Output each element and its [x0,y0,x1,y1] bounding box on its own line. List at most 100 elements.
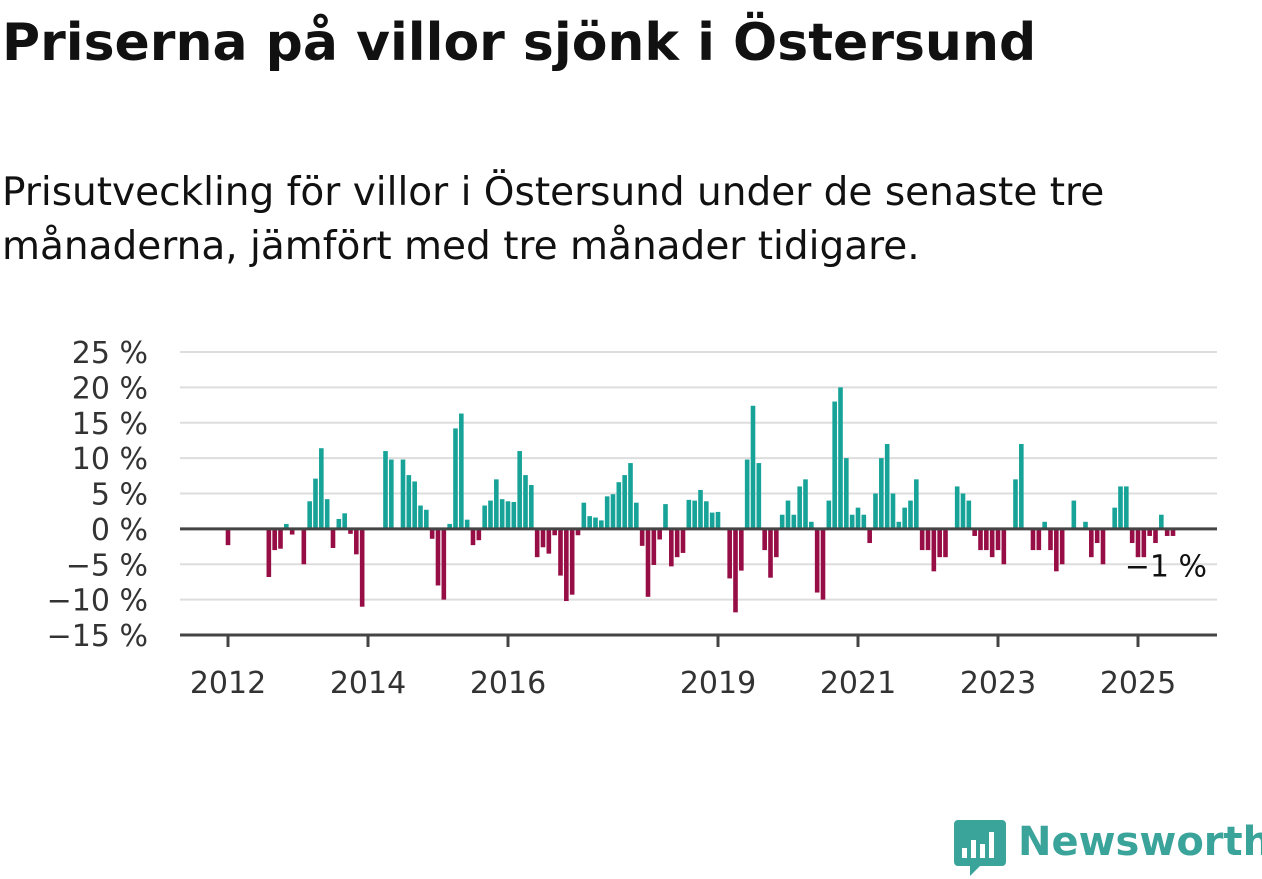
bar [709,512,715,529]
bar [814,528,820,593]
newsworthy-logo-icon [954,820,1006,876]
bar [943,528,948,558]
bar [511,501,517,529]
bar [441,528,447,600]
bar [616,482,622,529]
bar [1153,528,1158,544]
y-tick-label: 5 % [91,478,148,513]
bar [459,413,464,529]
bar [1071,500,1077,529]
bar [663,504,668,529]
bar [301,528,307,565]
bar [628,463,633,529]
y-tick-label: 10 % [72,442,148,477]
bar [599,520,604,529]
bar [1147,528,1152,536]
bar [704,501,709,529]
bar [534,528,540,558]
bar [604,496,610,529]
bar [680,528,686,553]
bar [995,528,1001,551]
bar [272,528,277,551]
bar [686,499,692,529]
bar [470,528,476,546]
bar [989,528,995,558]
bar [429,528,435,539]
bar [820,528,826,600]
bar [1048,528,1053,551]
bar [925,528,931,551]
bar [639,528,645,546]
bar [1001,528,1007,565]
bar [1124,486,1129,529]
chart-subtitle: Prisutveckling för villor i Östersund un… [2,170,1105,269]
bar [313,478,318,529]
bar [651,528,657,565]
bars [225,387,1176,613]
bar [540,528,546,548]
bar [984,528,989,551]
bar [1083,521,1088,529]
bar [581,502,587,529]
chart-title: Priserna på villor sjönk i Östersund [2,13,1037,73]
y-tick-label: 25 % [72,336,148,371]
bar [1036,528,1042,551]
bar [1059,528,1065,565]
bar [1135,528,1141,558]
bar [424,509,429,529]
bar [1164,528,1170,536]
bar [669,528,674,567]
bar [855,507,861,529]
bar [744,459,750,529]
bar [289,528,295,535]
bar [354,528,359,555]
bar [937,528,942,558]
bar-chart: 25 %20 %15 %10 %5 %0 %−5 %−10 %−15 % 201… [47,336,1217,701]
bar [348,528,353,534]
bar [774,528,779,558]
bar [587,516,592,529]
bar [634,502,639,529]
bar [779,514,785,529]
bar [225,528,231,546]
bar [739,528,744,571]
x-tick-label: 2025 [1100,666,1176,701]
bar [319,448,324,529]
bar [1094,528,1100,544]
brand-name: Newsworthy [1018,819,1262,865]
bar [569,528,575,595]
x-tick-label: 2019 [680,666,756,701]
bar [523,475,528,529]
bar [919,528,925,551]
bar [1159,514,1164,529]
last-value-label: −1 % [1125,549,1207,584]
bar [797,486,802,529]
bar [972,528,977,536]
bar [657,528,662,540]
bar [762,528,767,551]
bar [488,500,493,529]
y-tick-label: −15 % [47,619,148,654]
bar [826,500,832,529]
bar [803,479,808,529]
bar [809,521,814,529]
bar [494,479,499,529]
bar [768,528,773,578]
bar [517,451,522,529]
bar [610,494,616,529]
bar [383,451,388,529]
y-axis-ticks: 25 %20 %15 %10 %5 %0 %−5 %−10 %−15 % [47,336,148,654]
bar [266,528,272,577]
bar [1100,528,1106,565]
bar [750,405,756,529]
bar [1013,479,1018,529]
y-tick-label: −10 % [47,584,148,619]
bar [359,528,365,607]
bar [954,486,960,529]
bar [844,458,849,529]
bar [692,500,697,529]
bar [1030,528,1036,551]
bar [674,528,680,558]
bar [389,459,394,529]
y-tick-label: −5 % [66,548,148,583]
